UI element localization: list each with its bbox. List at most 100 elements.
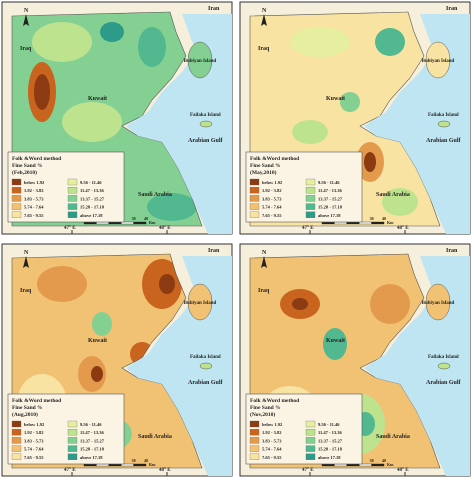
surface-zone <box>323 328 347 360</box>
north-label: N <box>262 8 267 14</box>
legend-swatch <box>305 429 316 436</box>
north-arrow <box>23 14 29 26</box>
map-panel: Iran Iraq Bubiyan Island Kuwait Failaka Isla… <box>239 243 471 477</box>
scale-label: 30 <box>370 458 374 463</box>
legend-swatch <box>249 203 260 210</box>
legend-title: Folk &Word method <box>250 398 299 404</box>
legend-swatch <box>249 178 260 186</box>
legend-period: (Aug,2010) <box>12 411 38 418</box>
surface-zone <box>92 312 112 336</box>
legend-label: 9.56 - 11.46 <box>80 422 102 427</box>
legend-box <box>7 393 125 465</box>
place-label: Failaka Island <box>428 355 459 360</box>
legend-label: 9.56 - 11.46 <box>80 180 102 185</box>
longitude-label: 48° E <box>397 468 409 473</box>
scale-segment <box>358 221 372 225</box>
place-label: Kuwait <box>88 96 107 102</box>
failaka-island <box>437 120 451 128</box>
place-label: Arabian Gulf <box>188 380 224 386</box>
legend-swatch <box>249 445 260 452</box>
failaka-island <box>437 362 451 370</box>
scale-segment <box>321 221 335 225</box>
legend-label: 13.37 - 15.27 <box>80 196 105 201</box>
scale-label: 40 <box>144 216 148 221</box>
legend-swatch <box>11 195 22 202</box>
legend-swatch <box>67 420 78 428</box>
legend-swatch <box>11 420 22 428</box>
legend-label: 7.65 - 9.55 <box>24 213 44 218</box>
legend-swatch <box>11 453 22 460</box>
scale-segment <box>371 463 385 467</box>
legend-swatch <box>249 195 260 202</box>
surface-zone <box>364 152 376 172</box>
scale-unit: Km <box>387 462 394 467</box>
legend-label: 5.74 - 7.64 <box>262 205 282 210</box>
legend-swatch <box>11 429 22 436</box>
surface-zone <box>100 22 124 42</box>
legend-label: below 1.92 <box>24 180 45 185</box>
legend-swatch <box>305 445 316 452</box>
legend-label: below 1.92 <box>24 422 45 427</box>
legend-swatch <box>249 429 260 436</box>
place-label: Arabian Gulf <box>188 138 224 144</box>
legend-label: 3.83 - 5.73 <box>262 196 282 201</box>
longitude-label: 47° E <box>302 468 314 473</box>
land-border <box>11 253 203 469</box>
legend-swatch <box>67 445 78 452</box>
legend-label: 15.28 - 17.18 <box>318 447 343 452</box>
place-label: Kuwait <box>326 338 345 344</box>
surface-zone <box>292 298 308 310</box>
surface-zone <box>138 27 166 67</box>
legend-label: 3.83 - 5.73 <box>262 438 282 443</box>
north-arrow <box>23 256 29 268</box>
legend-swatch <box>305 211 316 218</box>
place-label: Failaka Island <box>190 355 221 360</box>
place-label: Bubiyan Island <box>184 301 217 306</box>
scale-segment <box>83 221 97 225</box>
scale-label: 40 <box>144 458 148 463</box>
north-label: N <box>262 250 267 256</box>
legend-label: 1.92 - 3.82 <box>262 430 282 435</box>
legend-swatch <box>11 203 22 210</box>
land-border <box>11 11 203 227</box>
legend-label: 11.47 - 13.36 <box>318 188 343 193</box>
north-arrow <box>261 256 267 268</box>
place-label: Iraq <box>258 288 270 294</box>
scale-label: 30 <box>132 216 136 221</box>
legend-period: (Feb,2010) <box>12 169 37 176</box>
legend-label: 3.83 - 5.73 <box>24 196 44 201</box>
surface-zone <box>32 22 92 62</box>
legend-label: 1.92 - 3.82 <box>24 430 44 435</box>
bubiyan-island <box>187 41 213 79</box>
legend-label: above 17.18 <box>80 213 103 218</box>
legend-label: 11.47 - 13.36 <box>80 430 105 435</box>
scale-segment <box>108 221 122 225</box>
place-label: Iraq <box>20 46 32 52</box>
legend-label: below 1.92 <box>262 422 283 427</box>
place-label: Kuwait <box>326 96 345 102</box>
legend-swatch <box>67 178 78 186</box>
surface-zone <box>34 74 50 110</box>
scale-label: 30 <box>370 216 374 221</box>
legend-label: 15.28 - 17.18 <box>80 205 105 210</box>
legend-label: 9.56 - 11.46 <box>318 422 340 427</box>
scale-unit: Km <box>387 220 394 225</box>
place-label: Saudi Arabia <box>376 434 410 440</box>
surface-zone <box>370 284 410 324</box>
north-arrow <box>261 14 267 26</box>
legend-subtitle: Fine Sand % <box>250 405 281 411</box>
place-label: Arabian Gulf <box>426 138 462 144</box>
legend-swatch <box>67 187 78 194</box>
legend-label: 5.74 - 7.64 <box>24 447 44 452</box>
place-label: Failaka Island <box>190 113 221 118</box>
legend-swatch <box>305 187 316 194</box>
legend-swatch <box>249 453 260 460</box>
place-label: Saudi Arabia <box>138 192 172 198</box>
north-label: N <box>24 8 29 14</box>
place-label: Bubiyan Island <box>184 59 217 64</box>
scale-unit: Km <box>149 220 156 225</box>
legend-label: 7.65 - 9.55 <box>262 455 282 460</box>
longitude-label: 47° E <box>64 468 76 473</box>
place-label: Kuwait <box>88 338 107 344</box>
